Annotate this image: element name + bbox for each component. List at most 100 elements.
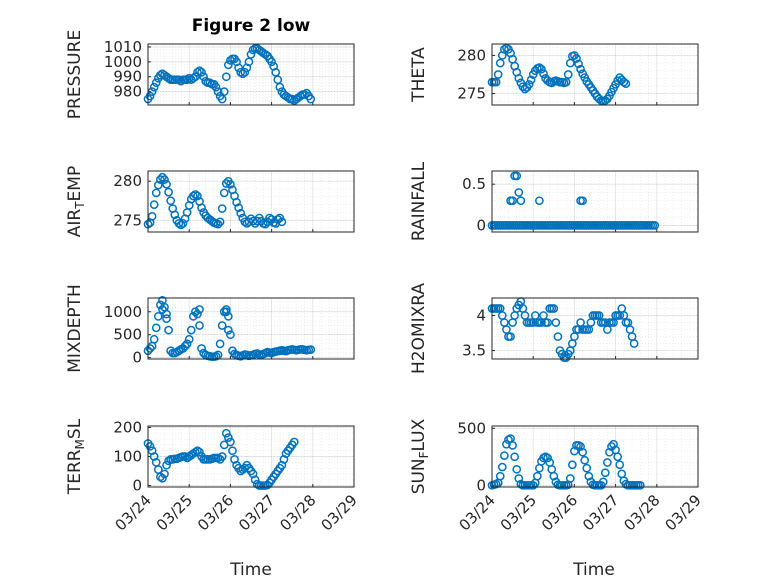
data-point [217,452,227,461]
data-point [149,452,159,461]
data-point [217,94,227,104]
data-point [195,305,204,314]
x-tick-label-03-25: 03/25 [497,491,540,534]
data-point [191,447,200,457]
data-point [598,477,608,487]
data-point [551,318,561,327]
data-point [195,447,204,457]
x-tick-label-03-25: 03/25 [153,491,196,534]
data-point [516,196,526,206]
data-point [145,441,155,451]
y-axis-label-air-temp: AIRTEMP [65,166,87,237]
data-point [635,480,645,490]
data-point [213,87,223,96]
series-rainfall [487,171,660,230]
y-tick-label: 280 [457,46,486,64]
y-axis-label-pressure: PRESSURE [65,30,85,119]
data-point [197,67,206,77]
data-point [158,473,167,483]
data-point [584,471,594,481]
data-point [176,220,186,230]
data-point [162,460,171,470]
data-point [500,44,509,54]
data-point [184,334,194,344]
data-point [156,175,165,184]
data-point [145,344,155,353]
data-point [549,471,559,481]
data-point [508,196,517,206]
data-point [277,217,287,227]
data-point [526,75,536,85]
y-tick-label: 500 [113,326,142,344]
axes-rainfall: 0 0.5 RAINFALL [409,161,699,241]
data-point [514,474,524,483]
data-point [230,455,239,464]
data-point [215,339,225,349]
plot-frame [491,170,699,233]
plot-area [147,43,355,106]
axes-theta: 275 280 THETA [409,43,699,106]
y-tick-label: 980 [113,83,142,101]
data-point [565,474,575,483]
data-point [549,304,559,313]
data-point [248,469,258,479]
data-point [213,350,223,360]
data-point [578,447,587,457]
data-point [578,196,587,206]
x-axis-label-left: Time [229,560,272,580]
y-tick-label: 275 [113,211,142,229]
data-point [191,72,200,82]
data-point [279,455,289,464]
data-point [228,446,237,456]
y-tick-label: 280 [113,172,142,190]
data-point [250,475,260,485]
data-point [164,187,173,197]
plot-frame [491,297,699,360]
y-axis-label-h2omixra: H2OMIXRA [409,283,429,374]
y-tick-label: 0 [476,216,486,234]
data-point [195,66,204,76]
data-point [223,311,233,321]
data-point [174,219,184,228]
data-point [510,452,520,462]
y-tick-label: 500 [457,419,486,437]
data-point [621,79,631,89]
data-point [497,462,507,472]
data-point [506,332,515,341]
data-point [193,309,202,319]
data-point [188,73,198,83]
y-tick-label: 3.5 [462,342,486,360]
y-tick-label: 0 [476,476,486,494]
data-point [543,453,552,463]
plot-frame [147,43,355,106]
x-tick-label-03-27: 03/27 [579,491,622,534]
data-point [306,345,316,354]
data-point [240,67,250,77]
data-point [221,72,231,82]
data-point [174,75,184,85]
data-point [162,179,171,189]
data-point [615,460,625,470]
data-point [219,188,229,198]
data-point [528,480,538,490]
data-point [188,191,198,201]
data-point [532,471,542,481]
data-point [609,439,618,449]
data-point [160,175,169,184]
data-point [524,80,534,89]
data-point [580,455,590,465]
y-axis-label-terr-msl: TERRMSL [65,418,87,495]
data-point [160,469,169,479]
data-point [151,78,161,88]
plot-frame [147,425,355,488]
data-point [512,464,522,474]
data-point [186,325,196,335]
series-pressure [143,44,316,105]
data-point [149,200,159,209]
plot-frame [147,297,355,360]
data-point [205,78,215,88]
